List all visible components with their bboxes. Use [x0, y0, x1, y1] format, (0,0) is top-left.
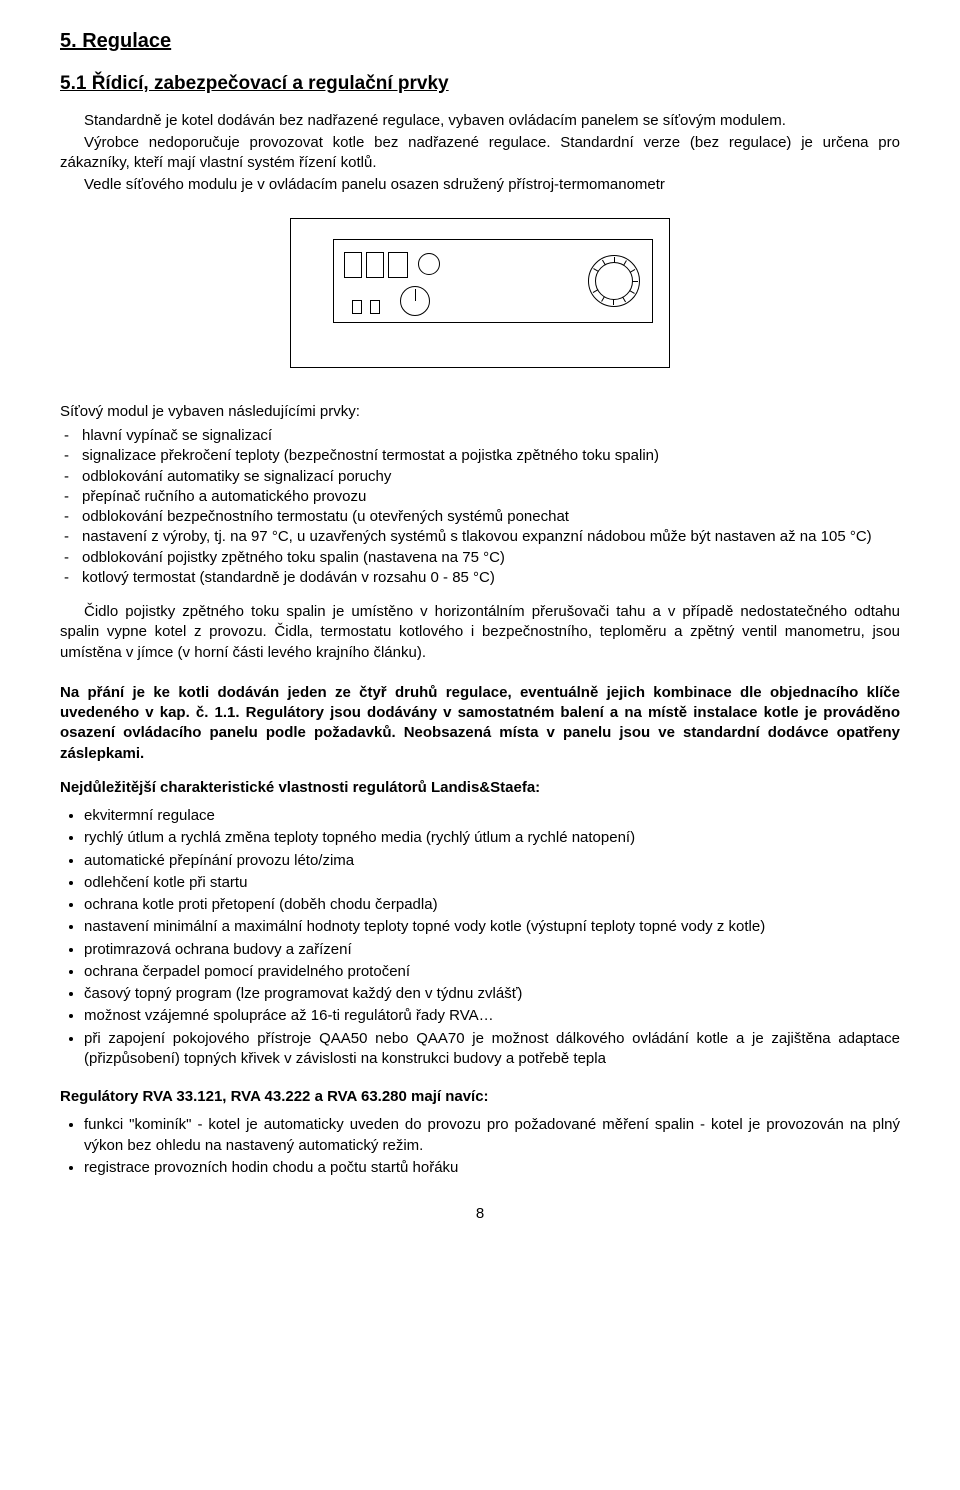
list-item: ekvitermní regulace: [84, 806, 900, 826]
switch-icon: [388, 252, 408, 278]
list-item: automatické přepínání provozu léto/zima: [84, 851, 900, 871]
knob-icon: [418, 253, 440, 275]
page-number: 8: [60, 1204, 900, 1224]
paragraph-intro-1: Standardně je kotel dodáván bez nadřazen…: [60, 111, 900, 131]
gauge-icon: [588, 255, 640, 307]
list-item: přepínač ručního a automatického provozu: [60, 487, 900, 507]
control-panel-figure: [60, 218, 900, 374]
list-item: odblokování pojistky zpětného toku spali…: [60, 548, 900, 568]
module-features-list: hlavní vypínač se signalizacísignalizace…: [60, 426, 900, 588]
list-item: možnost vzájemné spolupráce až 16-ti reg…: [84, 1006, 900, 1026]
list-item: kotlový termostat (standardně je dodáván…: [60, 568, 900, 588]
dial-icon: [400, 286, 430, 316]
list1-intro: Síťový modul je vybaven následujícími pr…: [60, 402, 900, 422]
fuse-icon: [352, 300, 362, 314]
list-item: signalizace překročení teploty (bezpečno…: [60, 446, 900, 466]
subheading-rva: Regulátory RVA 33.121, RVA 43.222 a RVA …: [60, 1087, 900, 1107]
fuse-icon: [370, 300, 380, 314]
section-heading-5: 5. Regulace: [60, 28, 900, 55]
list-item: nastavení z výroby, tj. na 97 °C, u uzav…: [60, 527, 900, 547]
switch-icon: [366, 252, 384, 278]
list-item: odblokování automatiky se signalizací po…: [60, 467, 900, 487]
list-item: funkci "kominík" - kotel je automaticky …: [84, 1115, 900, 1156]
list-item: nastavení minimální a maximální hodnoty …: [84, 917, 900, 937]
list-item: ochrana kotle proti přetopení (doběh cho…: [84, 895, 900, 915]
bold-note: Na přání je ke kotli dodáván jeden ze čt…: [60, 683, 900, 764]
switch-icon: [344, 252, 362, 278]
paragraph-intro-3: Vedle síťového modulu je v ovládacím pan…: [60, 175, 900, 195]
list-item: ochrana čerpadel pomocí pravidelného pro…: [84, 962, 900, 982]
list-item: při zapojení pokojového přístroje QAA50 …: [84, 1029, 900, 1070]
landis-features-list: ekvitermní regulacerychlý útlum a rychlá…: [60, 806, 900, 1069]
list-item: rychlý útlum a rychlá změna teploty topn…: [84, 828, 900, 848]
section-heading-5-1: 5.1 Řídicí, zabezpečovací a regulační pr…: [60, 71, 900, 97]
paragraph-intro-2: Výrobce nedoporučuje provozovat kotle be…: [60, 133, 900, 174]
list-item: časový topný program (lze programovat ka…: [84, 984, 900, 1004]
list-item: odlehčení kotle při startu: [84, 873, 900, 893]
rva-features-list: funkci "kominík" - kotel je automaticky …: [60, 1115, 900, 1178]
list-item: odblokování bezpečnostního termostatu (u…: [60, 507, 900, 527]
list-item: hlavní vypínač se signalizací: [60, 426, 900, 446]
list-item: registrace provozních hodin chodu a počt…: [84, 1158, 900, 1178]
subheading-landis: Nejdůležitější charakteristické vlastnos…: [60, 778, 900, 798]
list-item: protimrazová ochrana budovy a zařízení: [84, 940, 900, 960]
paragraph-sensor: Čidlo pojistky zpětného toku spalin je u…: [60, 602, 900, 663]
